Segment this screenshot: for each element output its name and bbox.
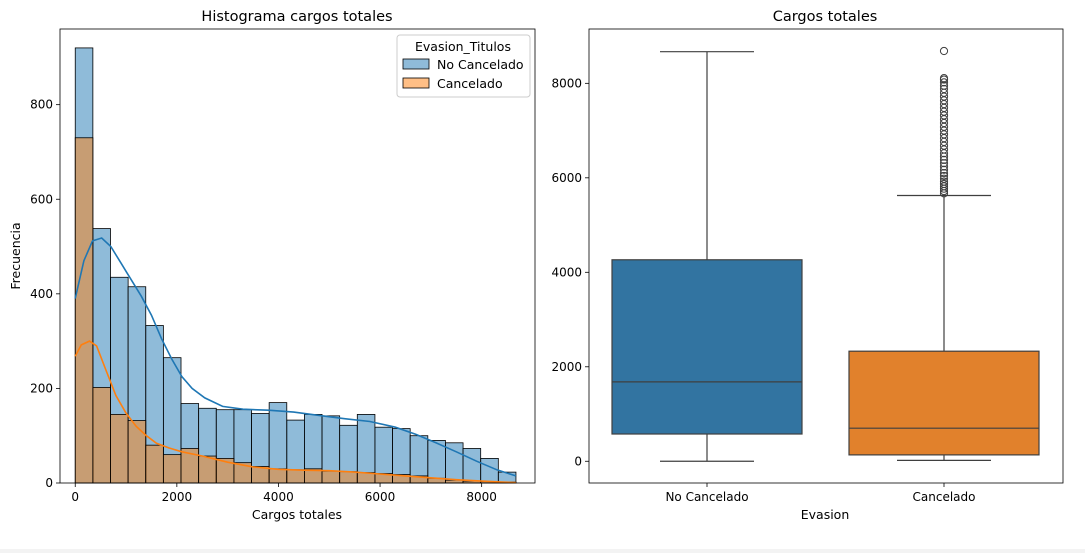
boxplot-title: Cargos totales <box>773 9 878 25</box>
histogram-bar-cancelado <box>321 470 341 484</box>
histogram-bar-cancelado <box>339 471 358 484</box>
histogram-x-ticks: 0 2000 4000 6000 8000 <box>71 483 497 504</box>
histogram-bar-cancelado <box>198 455 217 484</box>
x-tick-label: 4000 <box>263 490 294 504</box>
outlier-point <box>939 159 949 168</box>
outlier-point <box>939 177 949 186</box>
boxplot-x-axis-label: Evasion <box>801 507 850 522</box>
kde-line-cancelado <box>74 340 516 484</box>
legend-title: Evasion_Titulos <box>415 39 511 54</box>
legend-label-no-cancelado: No Cancelado <box>437 57 524 72</box>
y-tick-label: 800 <box>30 98 53 112</box>
y-tick-label: 0 <box>574 454 582 468</box>
histogram-bar-no-cancelado <box>427 440 446 484</box>
y-tick-label: 200 <box>30 381 53 395</box>
histogram-bar-cancelado <box>145 444 164 484</box>
histogram-bar-cancelado <box>162 454 182 484</box>
histogram-bar-cancelado <box>268 468 288 484</box>
histogram-bar-cancelado <box>92 387 111 484</box>
outlier-point <box>939 171 949 181</box>
outlier-point <box>939 78 949 87</box>
legend-swatch-cancelado <box>402 77 430 89</box>
histogram-plot-frame <box>59 28 536 484</box>
y-tick-label: 4000 <box>551 265 582 279</box>
histogram-title: Histograma cargos totales <box>201 9 392 25</box>
y-tick-label: 600 <box>30 192 53 206</box>
boxplot-x-ticks: No Cancelado Cancelado <box>665 483 975 504</box>
histogram-kde-lines <box>74 237 517 484</box>
boxplot-y-ticks: 0 2000 4000 6000 8000 <box>551 76 589 468</box>
kde-line-no-cancelado <box>74 237 517 477</box>
histogram-x-axis-label: Cargos totales <box>252 507 342 522</box>
histogram-bars-cancelado <box>74 137 517 484</box>
x-tick-label: 0 <box>71 490 79 504</box>
histogram-bars-no-cancelado <box>74 47 517 484</box>
outlier-point <box>939 162 949 171</box>
boxplot-panel: Cargos totales 0 2000 4000 6000 8000 No Canc… <box>551 9 1064 522</box>
boxplot-x-tick-label-cancelado: Cancelado <box>913 490 976 504</box>
outlier-point <box>939 174 949 183</box>
y-tick-label: 0 <box>45 476 53 490</box>
outlier-point <box>939 46 949 56</box>
histogram-bar-cancelado <box>286 469 305 484</box>
x-tick-label: 8000 <box>466 490 497 504</box>
histogram-bar-no-cancelado <box>462 448 482 484</box>
y-tick-label: 400 <box>30 287 53 301</box>
box-cancelado <box>848 350 1040 456</box>
histogram-legend: Evasion_Titulos No Cancelado Cancelado <box>396 34 531 98</box>
histogram-y-ticks: 0 200 400 600 800 <box>30 98 60 490</box>
outlier-point <box>939 155 949 164</box>
legend-swatch-no-cancelado <box>402 58 430 70</box>
histogram-bar-no-cancelado <box>480 458 499 484</box>
histogram-panel: Histograma cargos totales 0 2000 4000 6000 8… <box>8 9 536 522</box>
outlier-point <box>939 165 949 174</box>
outlier-point <box>939 179 949 189</box>
outlier-point <box>939 168 949 178</box>
x-tick-label: 2000 <box>162 490 193 504</box>
outlier-point <box>939 84 949 94</box>
legend-frame <box>396 34 531 98</box>
x-tick-label: 6000 <box>365 490 396 504</box>
box-no-cancelado <box>611 259 803 435</box>
legend-label-cancelado: Cancelado <box>437 76 503 91</box>
histogram-bar-cancelado <box>127 420 147 484</box>
bottom-divider <box>0 549 1085 553</box>
histogram-y-axis-label: Frecuencia <box>8 222 23 289</box>
y-tick-label: 2000 <box>551 360 582 374</box>
boxplot-plot-frame <box>588 28 1064 484</box>
y-tick-label: 8000 <box>551 76 582 90</box>
y-tick-label: 6000 <box>551 171 582 185</box>
outlier-point <box>939 74 949 83</box>
histogram-bar-cancelado <box>74 137 94 484</box>
histogram-bar-cancelado <box>110 414 129 484</box>
boxplot-elements <box>611 46 1040 462</box>
boxplot-x-tick-label-no-cancelado: No Cancelado <box>665 490 748 504</box>
